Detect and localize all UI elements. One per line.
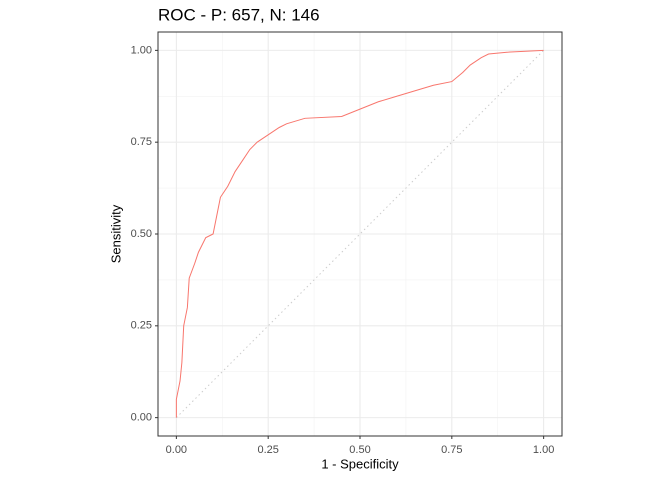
panel-border (157, 31, 563, 437)
x-tick-label: 0.75 (441, 444, 462, 456)
y-axis-label: Sensitivity (108, 204, 123, 263)
y-tick-label: 1.00 (131, 44, 152, 56)
x-axis-label: 1 - Specificity (321, 456, 399, 471)
x-tick-label: 0.00 (166, 444, 187, 456)
y-tick-label: 0.75 (131, 136, 152, 148)
y-tick-label: 0.00 (131, 412, 152, 424)
chart-title: ROC - P: 657, N: 146 (158, 5, 320, 24)
reference-diagonal (176, 50, 544, 418)
x-tick-label: 1.00 (533, 444, 554, 456)
y-tick-label: 0.50 (131, 228, 152, 240)
x-tick-label: 0.25 (257, 444, 278, 456)
roc-curve (175, 49, 544, 418)
y-tick-label: 0.25 (131, 320, 152, 332)
x-tick-label: 0.50 (349, 444, 370, 456)
